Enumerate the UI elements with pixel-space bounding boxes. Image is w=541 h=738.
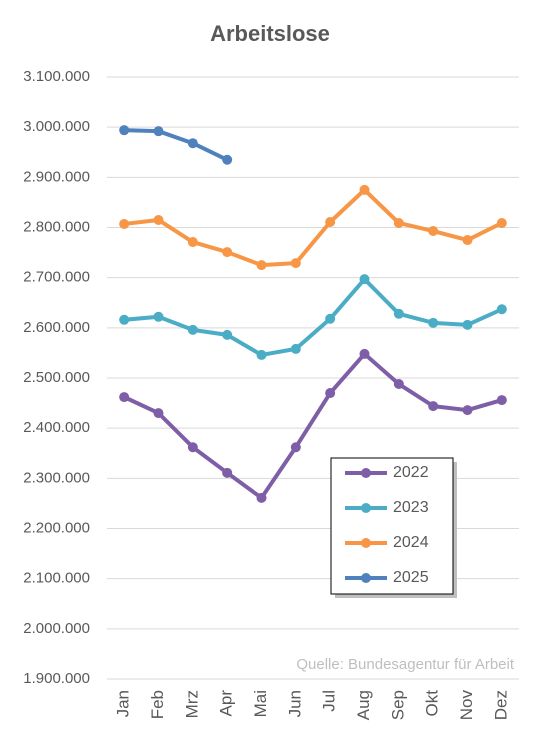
x-tick-label: Sep (388, 690, 407, 720)
data-point (119, 392, 130, 403)
data-point (256, 492, 267, 503)
y-tick-label: 1.900.000 (23, 670, 90, 687)
data-point (359, 348, 370, 359)
data-point (428, 317, 439, 328)
y-tick-label: 2.100.000 (23, 570, 90, 587)
legend-marker (361, 573, 371, 583)
data-point (187, 442, 198, 453)
legend-label: 2024 (393, 534, 429, 551)
data-point (325, 313, 336, 324)
legend (330, 457, 454, 595)
x-tick-label: Mrz (182, 690, 201, 718)
data-point (256, 260, 267, 271)
data-point (496, 304, 507, 315)
y-tick-label: 2.900.000 (23, 168, 90, 185)
y-tick-label: 3.000.000 (23, 118, 90, 135)
x-tick-label: Aug (354, 690, 373, 720)
data-point (153, 126, 164, 137)
y-tick-label: 2.700.000 (23, 269, 90, 286)
data-point (462, 235, 473, 246)
legend-label: 2025 (393, 569, 429, 586)
series-line (124, 128, 229, 162)
data-point (187, 237, 198, 248)
y-tick-label: 2.400.000 (23, 419, 90, 436)
legend-label: 2023 (393, 499, 429, 516)
data-point (290, 442, 301, 453)
data-point (119, 125, 130, 136)
series-line (123, 277, 503, 357)
data-point (256, 349, 267, 360)
y-tick-label: 2.000.000 (23, 620, 90, 637)
legend-marker (361, 538, 371, 548)
y-tick-label: 2.200.000 (23, 519, 90, 536)
data-point (359, 184, 370, 195)
source-note: Quelle: Bundesagentur für Arbeit (296, 656, 514, 673)
data-point (462, 319, 473, 330)
series-line (123, 351, 503, 500)
data-point (462, 405, 473, 416)
legend-marker (361, 468, 371, 478)
x-tick-label: Jan (114, 690, 133, 717)
x-tick-label: Dez (491, 690, 510, 720)
data-point (153, 311, 164, 322)
x-tick-label: Feb (148, 690, 167, 719)
data-point (393, 217, 404, 228)
x-tick-label: Jun (285, 690, 304, 717)
series-line (123, 187, 503, 268)
data-point (325, 216, 336, 227)
data-point (393, 308, 404, 319)
data-point (153, 408, 164, 419)
x-tick-label: Okt (423, 690, 442, 717)
y-tick-label: 3.100.000 (23, 68, 90, 85)
data-point (393, 379, 404, 390)
data-point (428, 226, 439, 237)
data-point (290, 343, 301, 354)
data-point (359, 274, 370, 285)
data-point (222, 154, 233, 165)
data-point (222, 467, 233, 478)
x-tick-label: Apr (217, 690, 236, 717)
data-point (153, 214, 164, 225)
y-tick-label: 2.800.000 (23, 218, 90, 235)
y-tick-label: 2.600.000 (23, 319, 90, 336)
data-point (187, 138, 198, 149)
data-point (119, 218, 130, 229)
chart-title: Arbeitslose (210, 21, 330, 46)
data-point (222, 247, 233, 258)
data-point (496, 217, 507, 228)
x-tick-label: Mai (251, 690, 270, 717)
y-tick-label: 2.500.000 (23, 369, 90, 386)
data-point (496, 395, 507, 406)
x-tick-label: Nov (457, 690, 476, 721)
data-point (119, 314, 130, 325)
data-point (187, 324, 198, 335)
data-point (325, 388, 336, 399)
x-tick-label: Jul (320, 690, 339, 712)
data-point (290, 258, 301, 269)
y-tick-label: 2.300.000 (23, 469, 90, 486)
data-point (428, 401, 439, 412)
legend-marker (361, 503, 371, 513)
legend-label: 2022 (393, 464, 429, 481)
data-point (222, 329, 233, 340)
